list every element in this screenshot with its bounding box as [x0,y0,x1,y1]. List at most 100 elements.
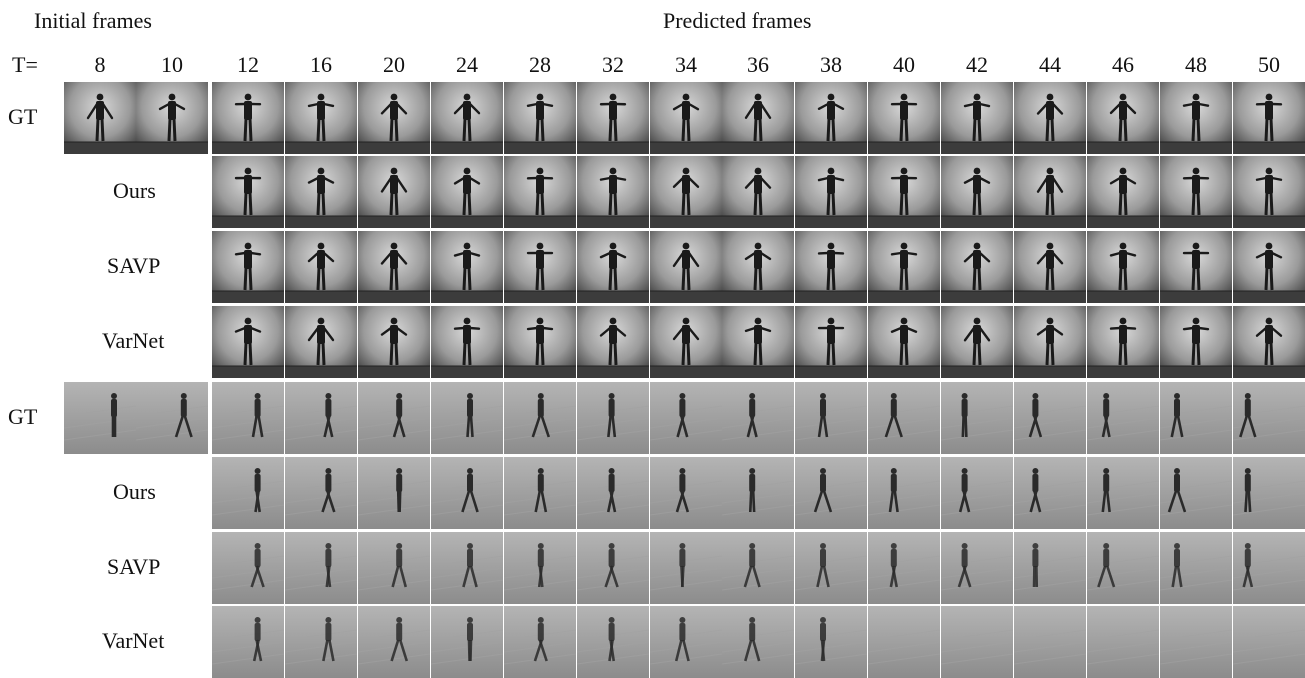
predicted-frame-walking [868,457,940,529]
predicted-frame-walking [577,532,649,604]
predicted-frame-handwaving [212,306,284,378]
predicted-frame-walking [431,606,503,678]
predicted-frame-handwaving [868,306,940,378]
initial-frame-handwaving [64,82,136,154]
predicted-frame-walking [1087,457,1159,529]
predicted-frame-handwaving [868,231,940,303]
predicted-frame-handwaving [285,231,357,303]
row-label-gt: GT [8,404,37,430]
predicted-frame-walking [722,457,794,529]
time-step-label: 16 [285,52,357,78]
time-step-label: 36 [722,52,794,78]
time-step-label: 42 [941,52,1013,78]
predicted-frame-walking [795,532,867,604]
time-step-label: 34 [650,52,722,78]
predicted-frame-walking [1233,532,1305,604]
predicted-frame-walking [1087,606,1159,678]
predicted-frame-walking [1233,457,1305,529]
row-label-ours: Ours [113,479,156,505]
predicted-frame-handwaving [795,306,867,378]
predicted-frame-handwaving [722,231,794,303]
t-prefix-label: T= [12,52,38,78]
predicted-frame-handwaving [941,156,1013,228]
time-step-label: 44 [1014,52,1086,78]
row-label-varnet: VarNet [102,328,164,354]
time-step-label: 10 [136,52,208,78]
predicted-frame-handwaving [212,231,284,303]
predicted-frame-handwaving [1160,231,1232,303]
predicted-frame-handwaving [504,231,576,303]
predicted-frame-walking [358,382,430,454]
row-label-savp: SAVP [107,253,160,279]
time-step-label: 48 [1160,52,1232,78]
row-label-savp: SAVP [107,554,160,580]
predicted-frame-walking [285,606,357,678]
predicted-frame-walking [722,532,794,604]
predicted-frame-walking [722,382,794,454]
predicted-frame-handwaving [577,156,649,228]
predicted-frame-walking [650,457,722,529]
predicted-frame-handwaving [431,306,503,378]
predicted-frame-walking [1233,382,1305,454]
predicted-frame-handwaving [577,231,649,303]
predicted-frame-handwaving [1087,306,1159,378]
predicted-frame-walking [868,532,940,604]
predicted-frame-handwaving [504,156,576,228]
predicted-frame-handwaving [1233,231,1305,303]
predicted-frame-handwaving [358,82,430,154]
predicted-frame-walking [795,606,867,678]
predicted-frame-handwaving [285,306,357,378]
predicted-frame-walking [285,532,357,604]
time-step-label: 24 [431,52,503,78]
predicted-frame-handwaving [795,231,867,303]
predicted-frame-walking [577,382,649,454]
predicted-frame-walking [504,606,576,678]
predicted-frame-handwaving [431,231,503,303]
predicted-frame-walking [358,457,430,529]
predicted-frame-handwaving [431,156,503,228]
predicted-frame-walking [1160,532,1232,604]
predicted-frame-handwaving [795,156,867,228]
predicted-frame-handwaving [650,82,722,154]
predicted-frame-walking [504,532,576,604]
row-label-varnet: VarNet [102,628,164,654]
predicted-frame-handwaving [1233,306,1305,378]
predicted-frame-handwaving [650,306,722,378]
predicted-frame-handwaving [504,82,576,154]
row-label-gt: GT [8,104,37,130]
predicted-frame-handwaving [722,306,794,378]
predicted-frames-header: Predicted frames [663,8,811,34]
time-step-label: 12 [212,52,284,78]
predicted-frame-walking [650,382,722,454]
predicted-frame-walking [504,382,576,454]
predicted-frame-walking [1014,457,1086,529]
predicted-frame-walking [212,606,284,678]
time-step-label: 32 [577,52,649,78]
time-step-label: 28 [504,52,576,78]
predicted-frame-walking [212,532,284,604]
predicted-frame-walking [431,457,503,529]
predicted-frame-handwaving [212,82,284,154]
predicted-frame-walking [650,532,722,604]
predicted-frame-handwaving [285,82,357,154]
predicted-frame-handwaving [285,156,357,228]
time-step-label: 50 [1233,52,1305,78]
predicted-frame-walking [722,606,794,678]
predicted-frame-walking [868,382,940,454]
predicted-frame-handwaving [650,156,722,228]
predicted-frame-walking [1233,606,1305,678]
predicted-frame-handwaving [1087,231,1159,303]
initial-frames-header: Initial frames [34,8,152,34]
time-step-label: 8 [64,52,136,78]
predicted-frame-walking [795,457,867,529]
predicted-frame-walking [1160,382,1232,454]
predicted-frame-walking [1160,606,1232,678]
predicted-frame-walking [358,606,430,678]
initial-frame-handwaving [136,82,208,154]
predicted-frame-handwaving [1014,231,1086,303]
time-step-label: 38 [795,52,867,78]
predicted-frame-walking [1160,457,1232,529]
predicted-frame-walking [212,382,284,454]
predicted-frame-handwaving [941,306,1013,378]
predicted-frame-handwaving [1014,306,1086,378]
